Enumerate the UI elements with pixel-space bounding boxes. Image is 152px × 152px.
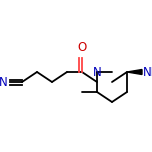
Text: O: O bbox=[77, 41, 87, 54]
Polygon shape bbox=[127, 69, 142, 74]
Text: N: N bbox=[93, 66, 101, 78]
Text: NH: NH bbox=[143, 66, 152, 78]
Text: N: N bbox=[0, 76, 8, 88]
